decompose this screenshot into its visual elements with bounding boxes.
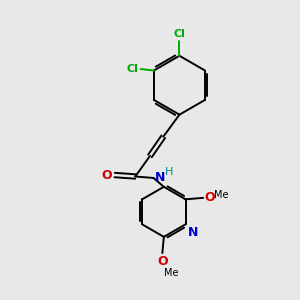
Text: N: N <box>155 171 165 184</box>
Text: O: O <box>101 169 112 182</box>
Text: Me: Me <box>164 268 178 278</box>
Text: Me: Me <box>214 190 229 200</box>
Text: O: O <box>205 191 215 204</box>
Text: Cl: Cl <box>127 64 139 74</box>
Text: H: H <box>165 167 173 177</box>
Text: Cl: Cl <box>173 29 185 39</box>
Text: O: O <box>157 255 168 268</box>
Text: N: N <box>188 226 198 239</box>
